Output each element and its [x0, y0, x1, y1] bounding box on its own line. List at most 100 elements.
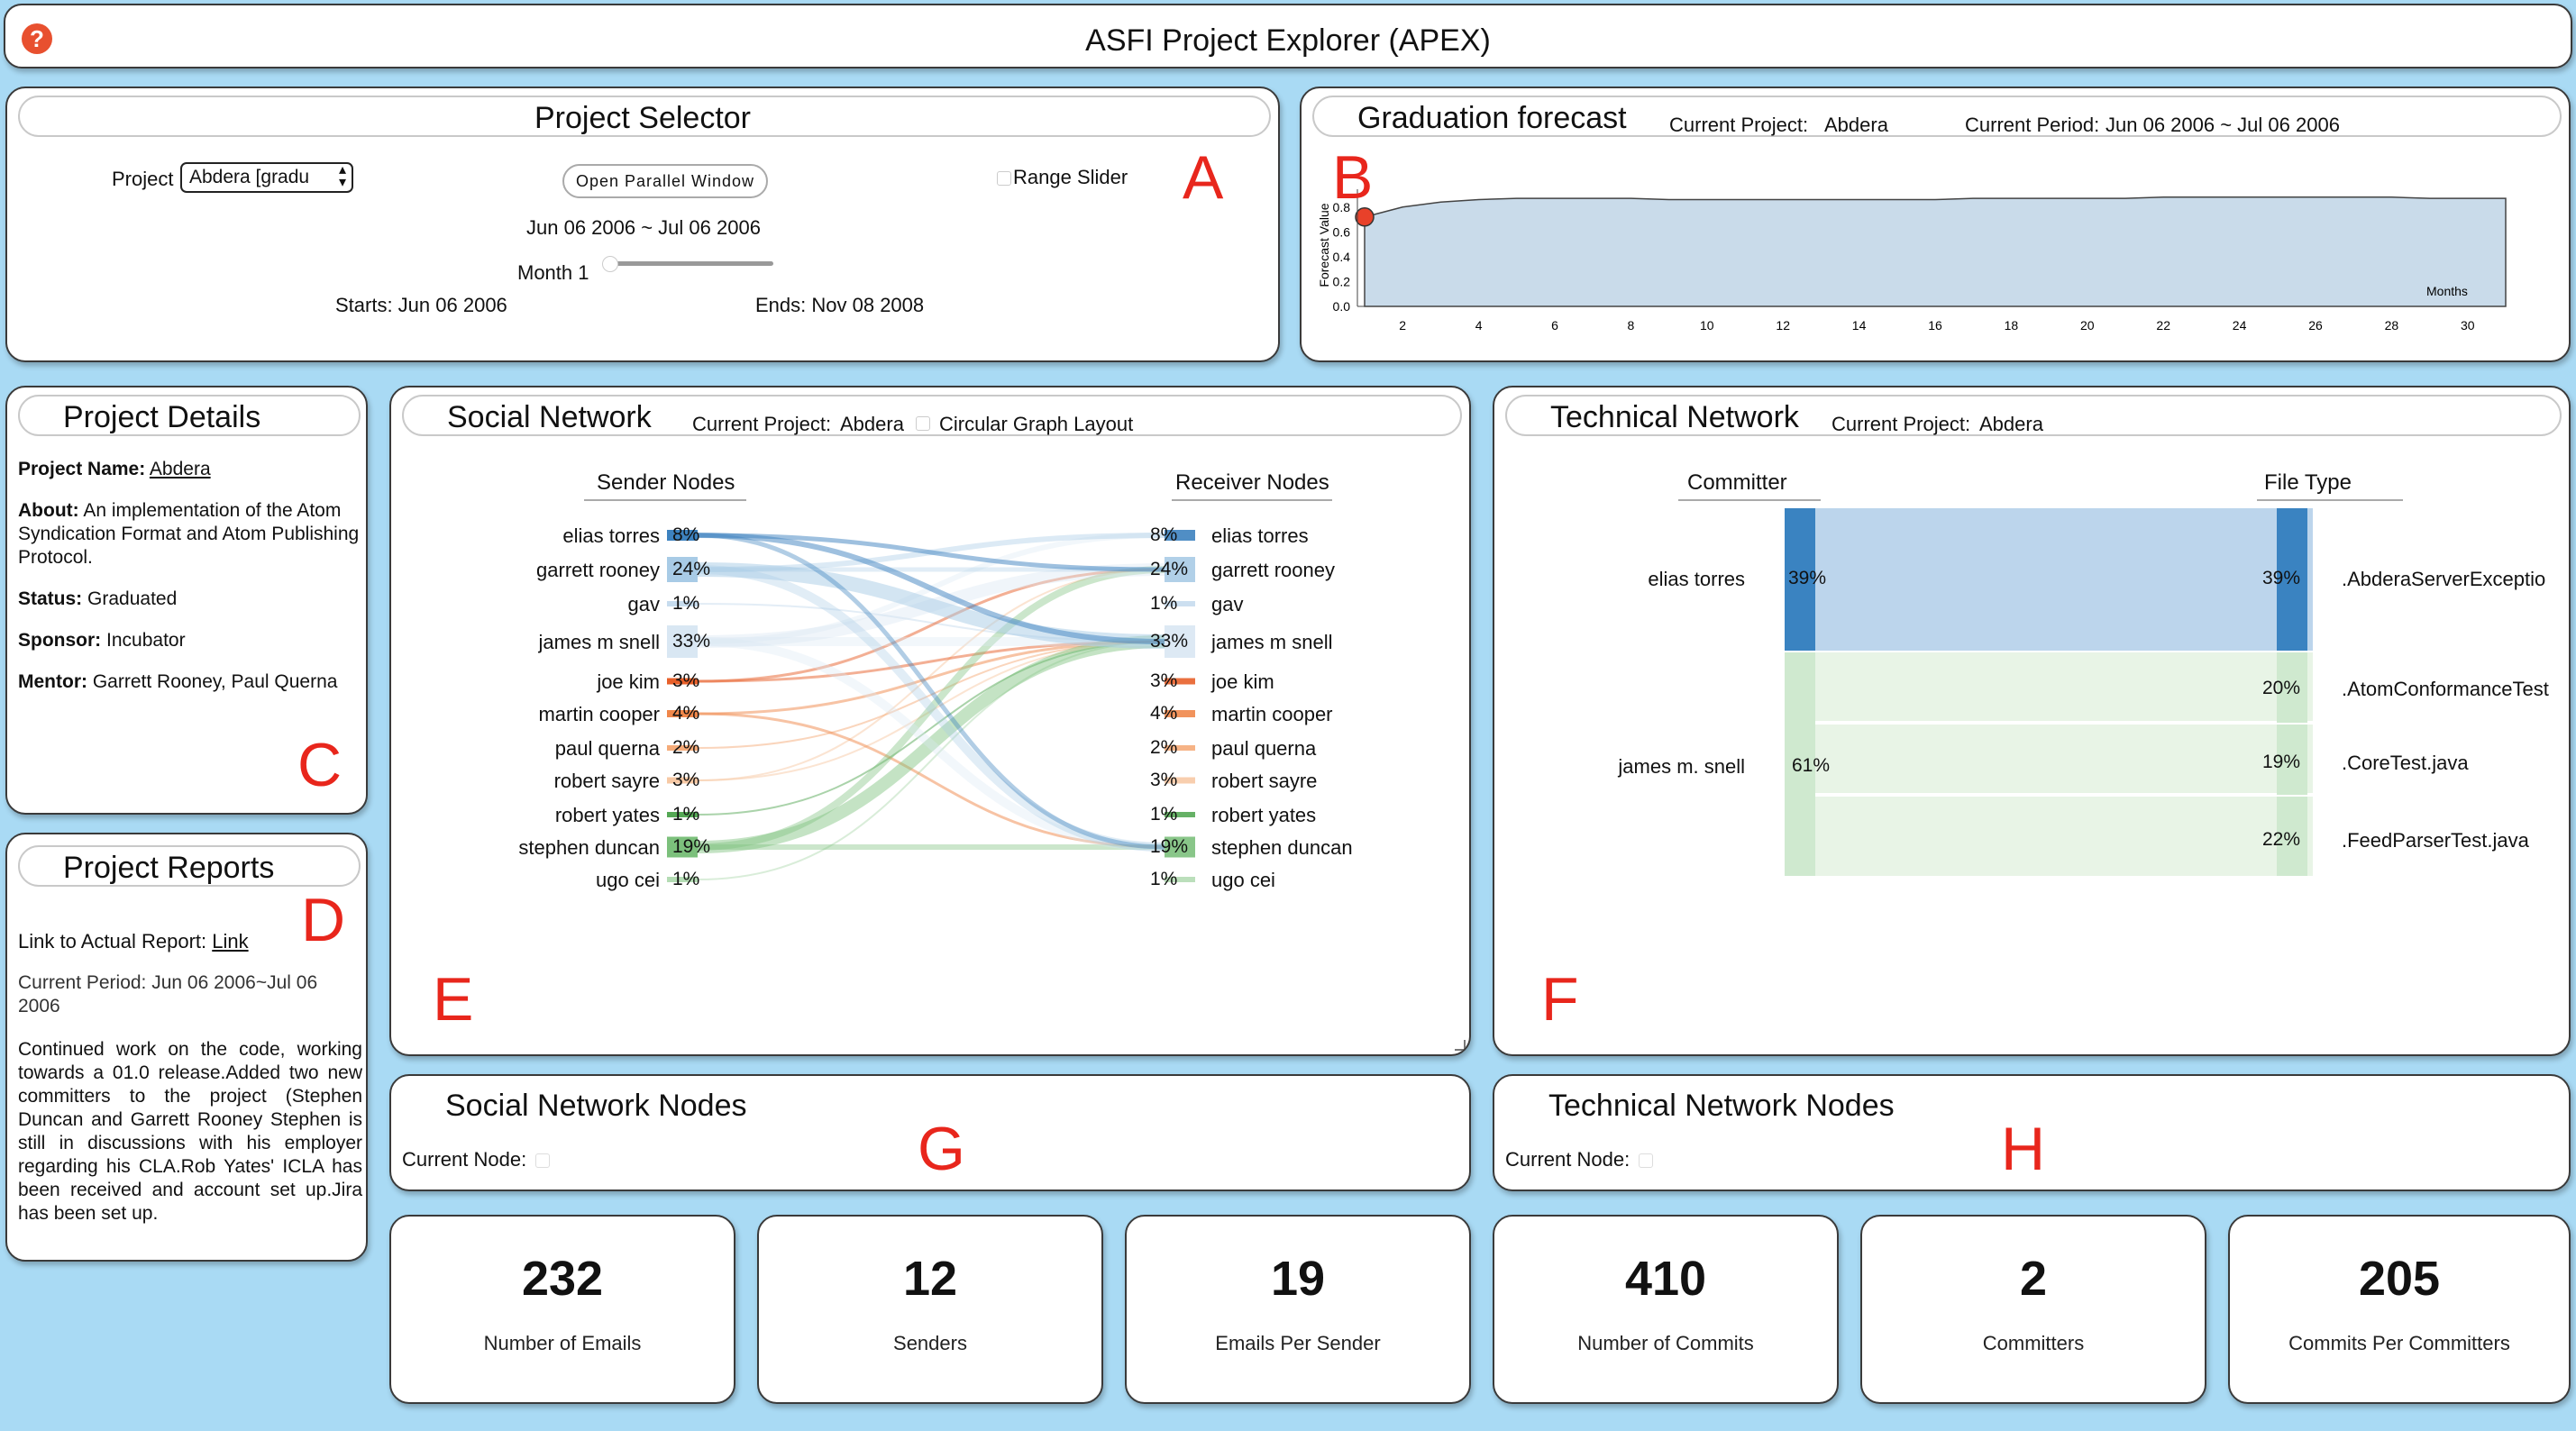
range-slider-checkbox[interactable]: [997, 171, 1011, 186]
receiver-node-bar[interactable]: [1165, 710, 1195, 717]
forecast-current-point[interactable]: [1355, 207, 1375, 227]
forecast-y-tick-label: 0.6: [1333, 224, 1351, 239]
committer-label[interactable]: elias torres: [1648, 568, 1745, 590]
social-flow-link[interactable]: [697, 533, 1165, 850]
tech-node-elias[interactable]: [1785, 508, 1815, 651]
social-nodes-title: Social Network Nodes: [445, 1089, 747, 1123]
social-flow-link[interactable]: [697, 637, 1165, 852]
receiver-node-label[interactable]: paul querna: [1211, 737, 1317, 760]
sender-node-label[interactable]: garrett rooney: [536, 559, 660, 581]
social-flow-link[interactable]: [697, 566, 1165, 851]
project-name-link[interactable]: Abdera: [149, 459, 211, 479]
receiver-node-bar[interactable]: [1165, 625, 1195, 658]
social-flow-link[interactable]: [697, 635, 1165, 853]
forecast-x-tick-label: 20: [2080, 318, 2095, 333]
tech-node-james[interactable]: [1785, 652, 1815, 876]
receiver-node-label[interactable]: gav: [1211, 593, 1244, 615]
question-circle-icon[interactable]: ?: [22, 23, 52, 54]
sender-node-bar[interactable]: [667, 745, 698, 751]
sender-node-label[interactable]: gav: [627, 593, 660, 615]
sender-node-bar[interactable]: [667, 836, 698, 858]
social-flow-link[interactable]: [697, 640, 1165, 716]
project-reports-title-bar: [18, 845, 361, 887]
sender-node-bar[interactable]: [667, 812, 698, 817]
circular-layout-checkbox[interactable]: [916, 416, 930, 431]
file-label[interactable]: .AtomConformanceTest: [2342, 678, 2549, 700]
technical-network-title-bar: [1505, 395, 2562, 436]
tech-flow-james-1[interactable]: [1815, 652, 2313, 721]
sender-node-label[interactable]: stephen duncan: [518, 836, 660, 859]
sender-node-bar[interactable]: [667, 678, 698, 685]
receiver-node-bar[interactable]: [1165, 557, 1195, 582]
sender-node-label[interactable]: robert yates: [554, 804, 660, 826]
social-flow-link[interactable]: [697, 641, 1165, 880]
social-flow-link[interactable]: [697, 568, 1165, 683]
receiver-node-label[interactable]: garrett rooney: [1211, 559, 1335, 581]
tech-node-file-1[interactable]: [2277, 508, 2307, 651]
committer-label[interactable]: james m. snell: [1618, 755, 1745, 778]
receiver-node-label[interactable]: ugo cei: [1211, 869, 1275, 891]
receiver-node-label[interactable]: elias torres: [1211, 524, 1309, 547]
receiver-node-label[interactable]: robert sayre: [1211, 770, 1318, 792]
social-current-node-checkbox[interactable]: [535, 1153, 550, 1168]
tech-node-file-3[interactable]: [2277, 725, 2307, 795]
sender-node-label[interactable]: joe kim: [597, 670, 660, 693]
sender-node-bar[interactable]: [667, 557, 698, 582]
tech-current-node-checkbox[interactable]: [1639, 1153, 1653, 1168]
report-link[interactable]: Link: [212, 930, 249, 952]
receiver-node-label[interactable]: martin cooper: [1211, 703, 1333, 725]
file-label[interactable]: .AbderaServerExceptio: [2342, 568, 2546, 590]
receiver-node-label[interactable]: stephen duncan: [1211, 836, 1353, 859]
social-flow-link[interactable]: [697, 712, 1165, 849]
receiver-node-label[interactable]: robert yates: [1211, 804, 1317, 826]
sender-node-bar[interactable]: [667, 877, 698, 882]
receiver-node-bar[interactable]: [1165, 812, 1195, 817]
report-period: Current Period: Jun 06 2006~Jul 06 2006: [18, 972, 318, 1016]
receiver-node-label[interactable]: joe kim: [1211, 670, 1274, 693]
tech-node-file-4[interactable]: [2277, 797, 2307, 876]
sender-node-label[interactable]: robert sayre: [553, 770, 660, 792]
sender-node-label[interactable]: paul querna: [554, 737, 660, 760]
project-select[interactable]: Abdera [gradu ▴ ▾: [180, 162, 353, 193]
file-label[interactable]: .CoreTest.java: [2342, 752, 2469, 774]
project-details-title-bar: [18, 395, 361, 436]
tech-node-file-2[interactable]: [2277, 652, 2307, 723]
tech-flow-elias[interactable]: [1815, 508, 2313, 651]
resize-handle-icon[interactable]: [1455, 1040, 1466, 1051]
sender-node-bar[interactable]: [667, 777, 698, 784]
receiver-node-bar[interactable]: [1165, 530, 1195, 541]
social-flow-link[interactable]: [697, 533, 1165, 572]
social-network-title: Social Network: [447, 400, 652, 434]
sender-node-label[interactable]: james m snell: [538, 631, 660, 653]
receiver-node-bar[interactable]: [1165, 836, 1195, 858]
receiver-node-bar[interactable]: [1165, 745, 1195, 751]
receiver-node-label[interactable]: james m snell: [1211, 631, 1333, 653]
social-flow-link[interactable]: [697, 641, 1165, 749]
forecast-title-bar: [1312, 96, 2562, 137]
sender-node-bar[interactable]: [667, 710, 698, 717]
open-parallel-window-button[interactable]: Open Parallel Window: [562, 164, 768, 198]
sender-node-bar[interactable]: [667, 625, 698, 658]
receiver-node-bar[interactable]: [1165, 877, 1195, 882]
receiver-node-bar[interactable]: [1165, 678, 1195, 685]
month-slider-track[interactable]: [611, 261, 773, 266]
receiver-node-bar[interactable]: [1165, 601, 1195, 606]
sender-node-label[interactable]: martin cooper: [538, 703, 660, 725]
sender-node-bar[interactable]: [667, 530, 698, 541]
tech-flow-james-3[interactable]: [1815, 797, 2313, 876]
social-flow-link[interactable]: [697, 533, 1165, 644]
receiver-node-bar[interactable]: [1165, 777, 1195, 784]
sender-node-pct: 19%: [672, 836, 711, 857]
sender-node-label[interactable]: elias torres: [562, 524, 660, 547]
sender-node-label[interactable]: ugo cei: [596, 869, 660, 891]
social-flow-link[interactable]: [697, 565, 1165, 852]
file-label[interactable]: .FeedParserTest.java: [2342, 829, 2529, 852]
month-slider-handle[interactable]: [602, 256, 618, 272]
social-flow-link[interactable]: [697, 641, 1165, 781]
forecast-x-tick-label: 24: [2233, 318, 2247, 333]
social-flow-link[interactable]: [697, 641, 1165, 816]
social-flow-link[interactable]: [697, 569, 1165, 781]
sender-node-bar[interactable]: [667, 601, 698, 606]
sender-node-pct: 24%: [672, 559, 711, 579]
tech-flow-james-2[interactable]: [1815, 725, 2313, 793]
